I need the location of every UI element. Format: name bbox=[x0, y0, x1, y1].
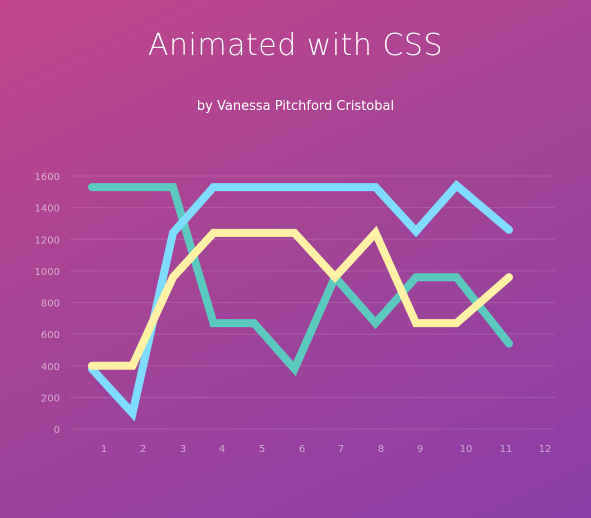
x-tick-label: 6 bbox=[299, 444, 305, 455]
series-line-1 bbox=[88, 183, 513, 377]
series-line-3 bbox=[88, 225, 513, 370]
chart-subtitle: by Vanessa Pitchford Cristobal bbox=[196, 99, 395, 114]
series-line-2 bbox=[88, 179, 513, 422]
y-tick-label: 1600 bbox=[35, 172, 60, 183]
y-tick-label: 600 bbox=[41, 330, 60, 341]
series-lines bbox=[88, 179, 513, 422]
x-tick-label: 10 bbox=[460, 444, 473, 455]
y-tick-label: 400 bbox=[41, 362, 60, 373]
x-tick-label: 9 bbox=[417, 444, 423, 455]
x-tick-label: 8 bbox=[378, 444, 384, 455]
grid-lines bbox=[70, 175, 555, 430]
x-tick-label: 1 bbox=[101, 444, 107, 455]
y-tick-label: 1400 bbox=[35, 204, 60, 215]
y-tick-label: 1000 bbox=[35, 267, 60, 278]
y-tick-label: 0 bbox=[54, 425, 60, 436]
x-tick-label: 12 bbox=[539, 444, 552, 455]
y-tick-label: 800 bbox=[41, 299, 60, 310]
x-tick-label: 11 bbox=[500, 444, 513, 455]
y-tick-label: 1200 bbox=[35, 235, 60, 246]
y-axis-ticks: 0 200 400 600 800 1000 1200 1400 1600 bbox=[35, 172, 60, 436]
x-tick-label: 7 bbox=[338, 444, 344, 455]
x-axis-ticks: 1 2 3 4 5 6 7 8 9 10 11 12 bbox=[101, 444, 552, 455]
x-tick-label: 2 bbox=[140, 444, 146, 455]
chart-title: Animated with CSS bbox=[148, 28, 443, 63]
x-tick-label: 3 bbox=[180, 444, 186, 455]
x-tick-label: 5 bbox=[259, 444, 265, 455]
x-tick-label: 4 bbox=[219, 444, 225, 455]
y-tick-label: 200 bbox=[41, 393, 60, 404]
